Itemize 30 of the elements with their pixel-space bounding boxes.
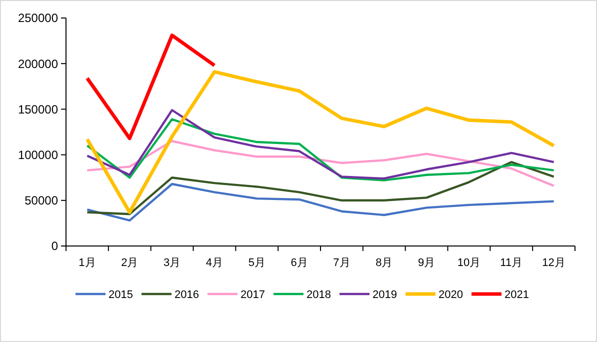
x-tick-label: 10月 bbox=[457, 257, 481, 269]
legend-label: 2015 bbox=[108, 288, 133, 301]
x-tick-label: 11月 bbox=[500, 257, 523, 269]
x-tick-label: 7月 bbox=[333, 257, 350, 269]
y-tick-label: 250000 bbox=[18, 11, 58, 26]
y-tick-label: 100000 bbox=[18, 148, 58, 162]
x-tick-label: 5月 bbox=[248, 257, 266, 269]
y-tick-label: 50000 bbox=[24, 194, 58, 208]
x-tick-label: 2月 bbox=[121, 257, 138, 269]
line-series bbox=[85, 34, 216, 140]
line-series bbox=[86, 140, 555, 187]
legend-label: 2019 bbox=[372, 288, 397, 301]
x-tick-label: 9月 bbox=[418, 257, 436, 269]
y-tick-label: 200000 bbox=[18, 56, 58, 71]
line-series bbox=[86, 160, 555, 216]
x-tick-label: 1月 bbox=[78, 257, 96, 269]
legend-label: 2017 bbox=[240, 288, 265, 301]
y-tick-label: 150000 bbox=[18, 102, 58, 116]
line-series bbox=[85, 70, 556, 214]
x-tick-label: 3月 bbox=[163, 257, 181, 269]
legend-label: 2018 bbox=[306, 288, 331, 301]
legend-label: 2021 bbox=[504, 288, 529, 301]
x-tick-label: 8月 bbox=[376, 257, 393, 269]
y-tick-label: 0 bbox=[51, 239, 58, 254]
legend-label: 2020 bbox=[438, 288, 463, 301]
x-tick-label: 12月 bbox=[542, 257, 566, 269]
x-tick-label: 4月 bbox=[206, 257, 224, 269]
x-tick-label: 6月 bbox=[290, 257, 308, 269]
legend-label: 2016 bbox=[174, 288, 199, 301]
line-series bbox=[86, 182, 555, 222]
